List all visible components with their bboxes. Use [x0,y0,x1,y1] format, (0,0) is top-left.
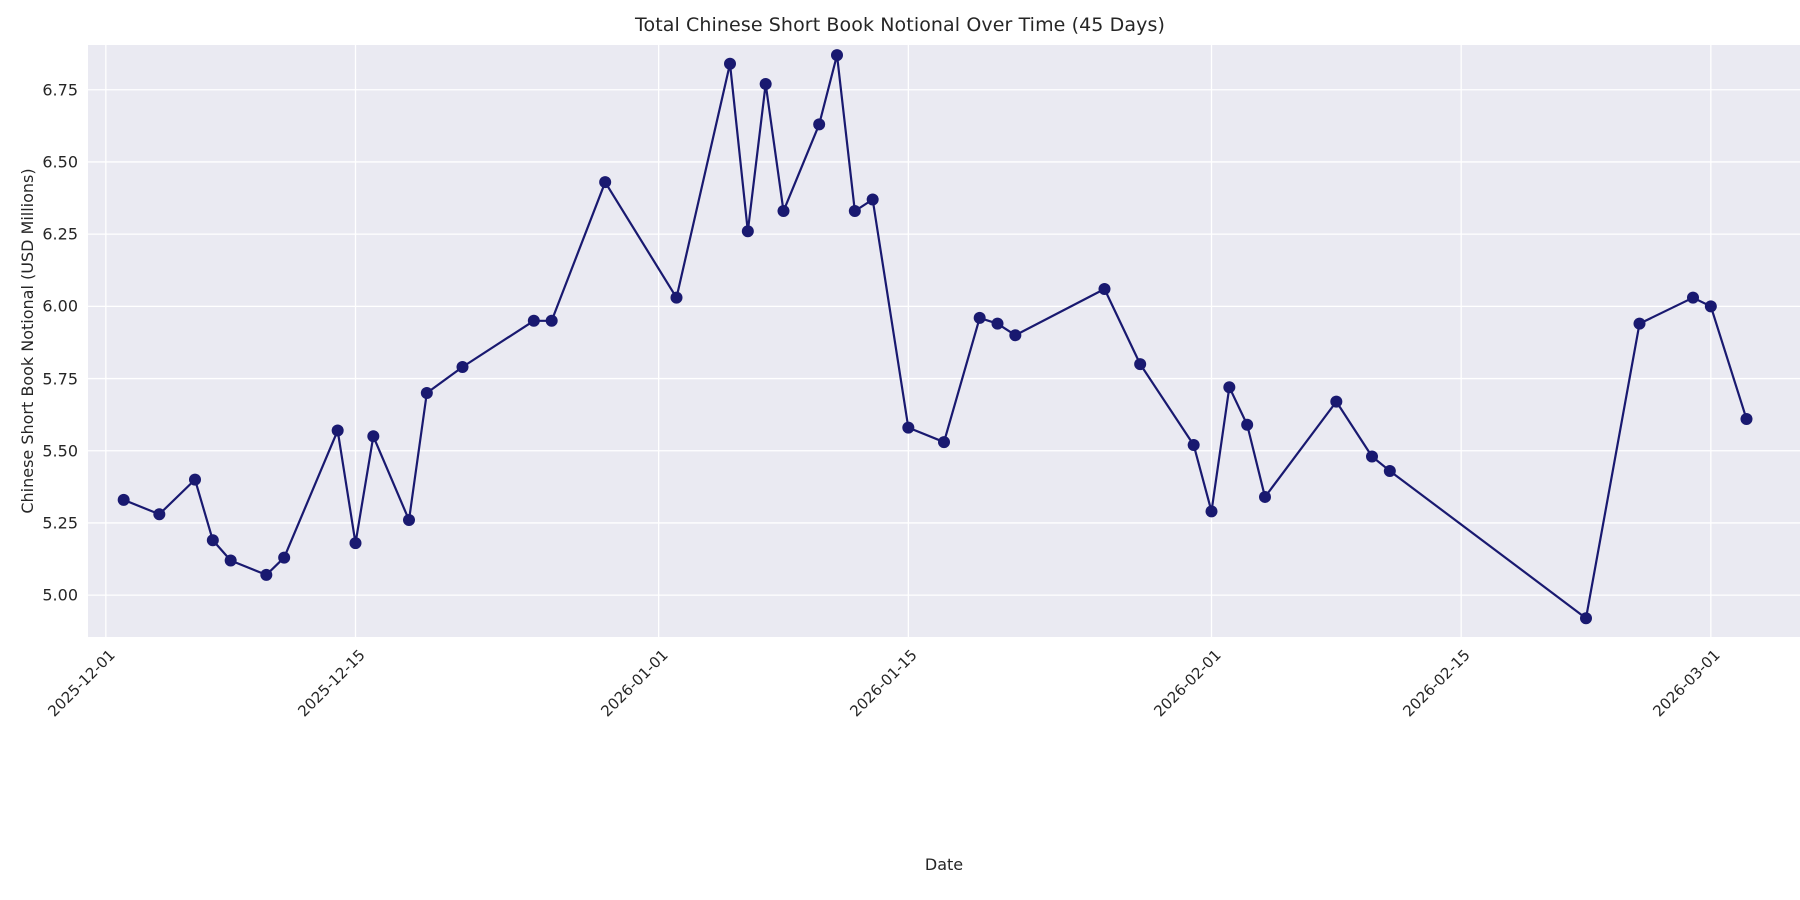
data-point [1098,283,1111,296]
data-point [831,49,843,62]
y-tick-label: 6.25 [42,224,78,244]
data-point [1383,464,1396,477]
data-point [1241,418,1254,431]
data-point [403,514,415,527]
data-point [206,534,219,547]
data-point [813,118,826,131]
y-tick-label: 6.75 [42,80,78,100]
data-point [1580,612,1592,625]
data-point [1205,505,1218,518]
data-point [1366,450,1378,463]
data-point [545,314,558,327]
data-point [866,193,879,206]
y-tick-label: 5.25 [42,513,78,533]
x-tick-label: 2026-01-15 [846,646,922,721]
data-point [1687,291,1699,304]
data-point [1134,358,1147,371]
data-point [260,568,273,581]
data-point [349,537,362,550]
y-tick-label: 5.00 [42,585,78,605]
data-point [741,225,754,238]
y-tick-label: 5.50 [42,441,78,461]
y-tick-label: 6.00 [42,296,78,316]
chart-title: Total Chinese Short Book Notional Over T… [635,14,1165,36]
data-point [1740,412,1753,425]
data-point [973,311,986,324]
data-point [902,421,915,434]
data-point [278,551,291,564]
x-tick-label: 2026-02-01 [1149,646,1225,721]
data-point [1009,329,1022,342]
y-gridlines [88,89,1800,596]
series-markers [117,49,1753,625]
x-tick-label: 2026-02-15 [1399,646,1474,721]
data-point [1259,490,1271,503]
data-point [117,493,130,506]
plot-area[interactable] [88,45,1800,637]
data-point [724,57,736,70]
data-point [1187,438,1200,451]
data-point [1633,317,1646,330]
y-tick-label: 5.75 [42,369,78,389]
data-point [1704,300,1717,313]
data-point [153,508,166,521]
y-axis-label: Chinese Short Book Notional (USD Million… [18,168,37,514]
data-point [1330,395,1343,408]
data-point [848,205,861,218]
data-point [456,360,469,373]
x-axis-ticks: 2025-12-01 2025-12-15 2026-01-01 2026-01-15… [44,45,1800,720]
data-point [991,317,1004,330]
data-point [1223,381,1236,394]
data-point [777,205,790,218]
data-point [224,554,237,567]
data-point [938,436,950,449]
x-tick-label: 2025-12-15 [293,646,369,721]
data-point [367,430,380,443]
y-axis-ticks: 5.00 5.25 5.50 5.75 6.00 6.25 6.50 6.75 [42,45,1800,637]
data-point [331,424,344,437]
line-chart-svg [88,45,1800,637]
data-point [420,386,433,399]
x-tick-label: 2025-12-01 [44,646,119,721]
data-point [670,291,683,304]
x-axis-label: Date [924,855,964,874]
x-tick-label: 2026-01-01 [597,646,672,721]
data-point [527,314,540,327]
y-tick-label: 6.50 [42,152,78,172]
data-point [759,77,772,90]
data-point [599,176,612,189]
x-tick-label: 2026-03-01 [1649,646,1724,721]
data-point [189,473,201,486]
